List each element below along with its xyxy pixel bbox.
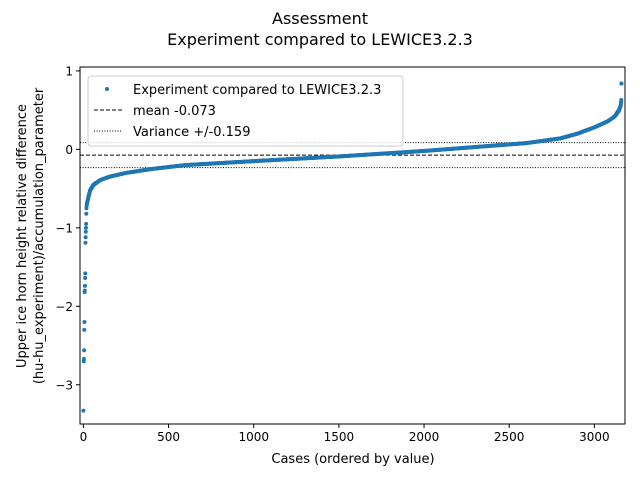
- legend-marker-experiment: [105, 87, 109, 91]
- data-point: [84, 211, 89, 216]
- data-point: [82, 348, 87, 353]
- x-tick-label: 1500: [324, 430, 355, 444]
- data-point: [619, 81, 624, 86]
- data-point: [83, 240, 88, 245]
- y-tick-label: −3: [55, 378, 73, 392]
- data-points: [81, 81, 624, 413]
- data-point: [82, 320, 87, 324]
- x-axis-label: Cases (ordered by value): [271, 452, 434, 467]
- plot-area: [79, 66, 626, 425]
- y-axis-label-line1: Upper ice horn height relative differenc…: [15, 104, 30, 368]
- axes-frame: [79, 66, 626, 425]
- y-axis-label-line2: (hu-hu_experiment)/accumulation_paramete…: [32, 87, 47, 384]
- y-tick-label: −2: [55, 300, 73, 314]
- x-tick-label: 2500: [494, 430, 525, 444]
- legend-label-experiment: Experiment compared to LEWICE3.2.3: [133, 83, 381, 98]
- data-point: [83, 276, 88, 281]
- data-point: [81, 356, 86, 361]
- legend: Experiment compared to LEWICE3.2.3 mean …: [87, 75, 404, 147]
- data-point: [82, 288, 87, 293]
- legend-label-variance: Variance +/-0.159: [133, 125, 250, 140]
- y-tick-label: −1: [55, 221, 73, 235]
- x-tick-label: 3000: [579, 430, 610, 444]
- chart-subtitle: Experiment compared to LEWICE3.2.3: [167, 30, 473, 49]
- y-tick-label: 1: [65, 64, 73, 78]
- x-tick-label: 1000: [238, 430, 269, 444]
- x-axis: 0 500 1000 1500 2000 2500 3000: [80, 424, 610, 444]
- data-point: [84, 221, 89, 226]
- chart-title: Assessment: [272, 9, 368, 28]
- data-point: [82, 283, 87, 288]
- x-tick-label: 0: [80, 430, 88, 444]
- legend-label-mean: mean -0.073: [133, 104, 216, 119]
- legend-box: [87, 75, 404, 147]
- data-point: [83, 225, 88, 230]
- data-point: [619, 97, 624, 102]
- y-axis: −3 −2 −1 0 1: [55, 64, 80, 392]
- y-tick-label: 0: [65, 143, 73, 157]
- data-point: [83, 229, 88, 234]
- data-point: [81, 408, 86, 413]
- x-tick-label: 500: [157, 430, 180, 444]
- x-tick-label: 2000: [409, 430, 440, 444]
- data-point: [83, 271, 88, 276]
- data-point: [83, 235, 88, 240]
- data-point: [82, 327, 87, 332]
